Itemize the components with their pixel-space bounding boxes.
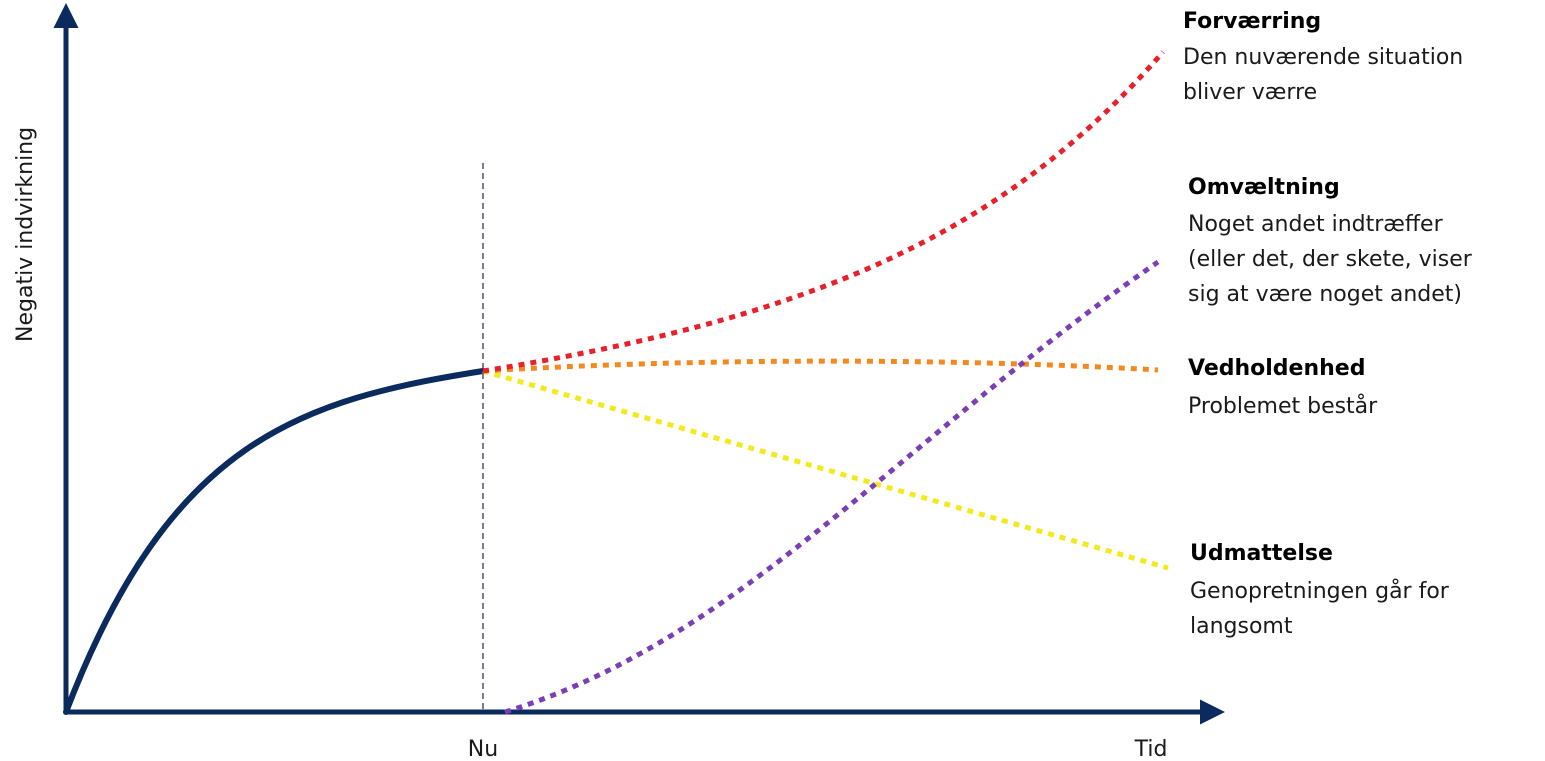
scenario-description-line: (eller det, der skete, viser [1188,247,1473,272]
y-axis-label: Negativ indvirkning [13,127,38,342]
scenario-description-line: langsomt [1190,614,1293,639]
scenario-description-line: Noget andet indtræffer [1188,212,1444,237]
scenario-curve-forvaerring [482,50,1165,374]
history-curve [63,368,486,715]
scenario-curve-vedholdenhed [482,358,1159,374]
scenario-description-line: Den nuværende situation [1183,45,1463,70]
scenario-label-forvaerring: Forværring Den nuværende situation blive… [1183,9,1463,105]
scenario-title: Vedholdenhed [1188,356,1365,381]
scenario-curve-omvaeltning [504,259,1160,715]
scenario-description-line: sig at være noget andet) [1188,282,1462,307]
x-tick-now: Nu [468,737,498,761]
scenario-curve-udmattelse [482,368,1169,571]
scenario-description-line: Genopretningen går for [1190,578,1450,604]
scenario-label-vedholdenhed: Vedholdenhed Problemet består [1188,356,1378,419]
scenario-title: Forværring [1183,9,1321,34]
scenario-title: Udmattelse [1190,541,1333,566]
x-axis-label: Tid [1134,737,1168,761]
scenario-description-line: bliver værre [1183,80,1317,105]
scenario-description-line: Problemet består [1188,393,1378,419]
scenario-label-omvaeltning: Omvæltning Noget andet indtræffer (eller… [1188,175,1473,307]
scenario-title: Omvæltning [1188,175,1340,200]
scenario-label-udmattelse: Udmattelse Genopretningen går for langso… [1190,541,1450,639]
